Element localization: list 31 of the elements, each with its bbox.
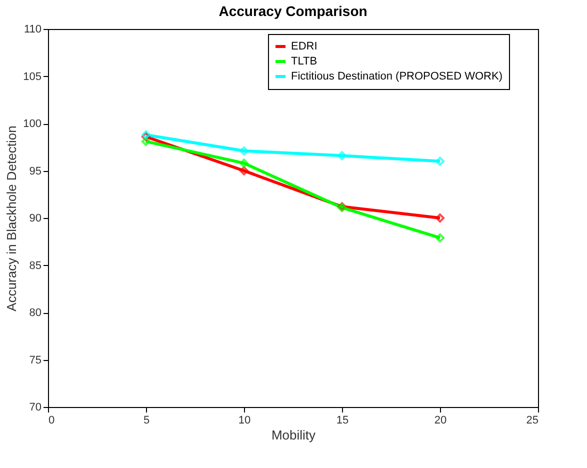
x-axis-title: Mobility bbox=[271, 428, 316, 442]
legend-label: Fictitious Destination (PROPOSED WORK) bbox=[291, 70, 502, 82]
y-tick-label: 90 bbox=[29, 212, 42, 224]
point bbox=[337, 151, 347, 160]
legend-label: EDRI bbox=[291, 40, 318, 52]
y-tick-label: 95 bbox=[29, 165, 42, 178]
y-tick-label: 110 bbox=[24, 24, 42, 36]
y-tick-label: 85 bbox=[29, 260, 42, 272]
point bbox=[239, 146, 249, 156]
y-tick-label: 75 bbox=[29, 354, 42, 366]
x-tick-label: 5 bbox=[143, 414, 150, 426]
legend-label: TLTB bbox=[291, 56, 318, 68]
point bbox=[141, 130, 151, 140]
x-tick-label: 25 bbox=[526, 414, 538, 426]
point bbox=[435, 233, 445, 242]
point bbox=[239, 166, 249, 176]
x-tick-label: 15 bbox=[336, 414, 349, 426]
y-tick-label: 100 bbox=[23, 118, 42, 130]
point bbox=[141, 136, 151, 146]
y-tick-label: 80 bbox=[29, 307, 42, 319]
y-tick-label: 70 bbox=[29, 402, 42, 414]
x-tick-label: 0 bbox=[48, 414, 55, 426]
x-tick-label: 20 bbox=[434, 414, 447, 426]
chart-title: Accuracy Comparison bbox=[218, 3, 368, 19]
point bbox=[435, 156, 445, 166]
y-axis-title: Accuracy in Blackhole Detection bbox=[4, 126, 20, 312]
point bbox=[239, 158, 249, 168]
y-tick-label: 105 bbox=[23, 70, 42, 83]
point bbox=[435, 213, 445, 223]
point bbox=[141, 132, 151, 142]
x-tick-label: 10 bbox=[238, 414, 251, 426]
